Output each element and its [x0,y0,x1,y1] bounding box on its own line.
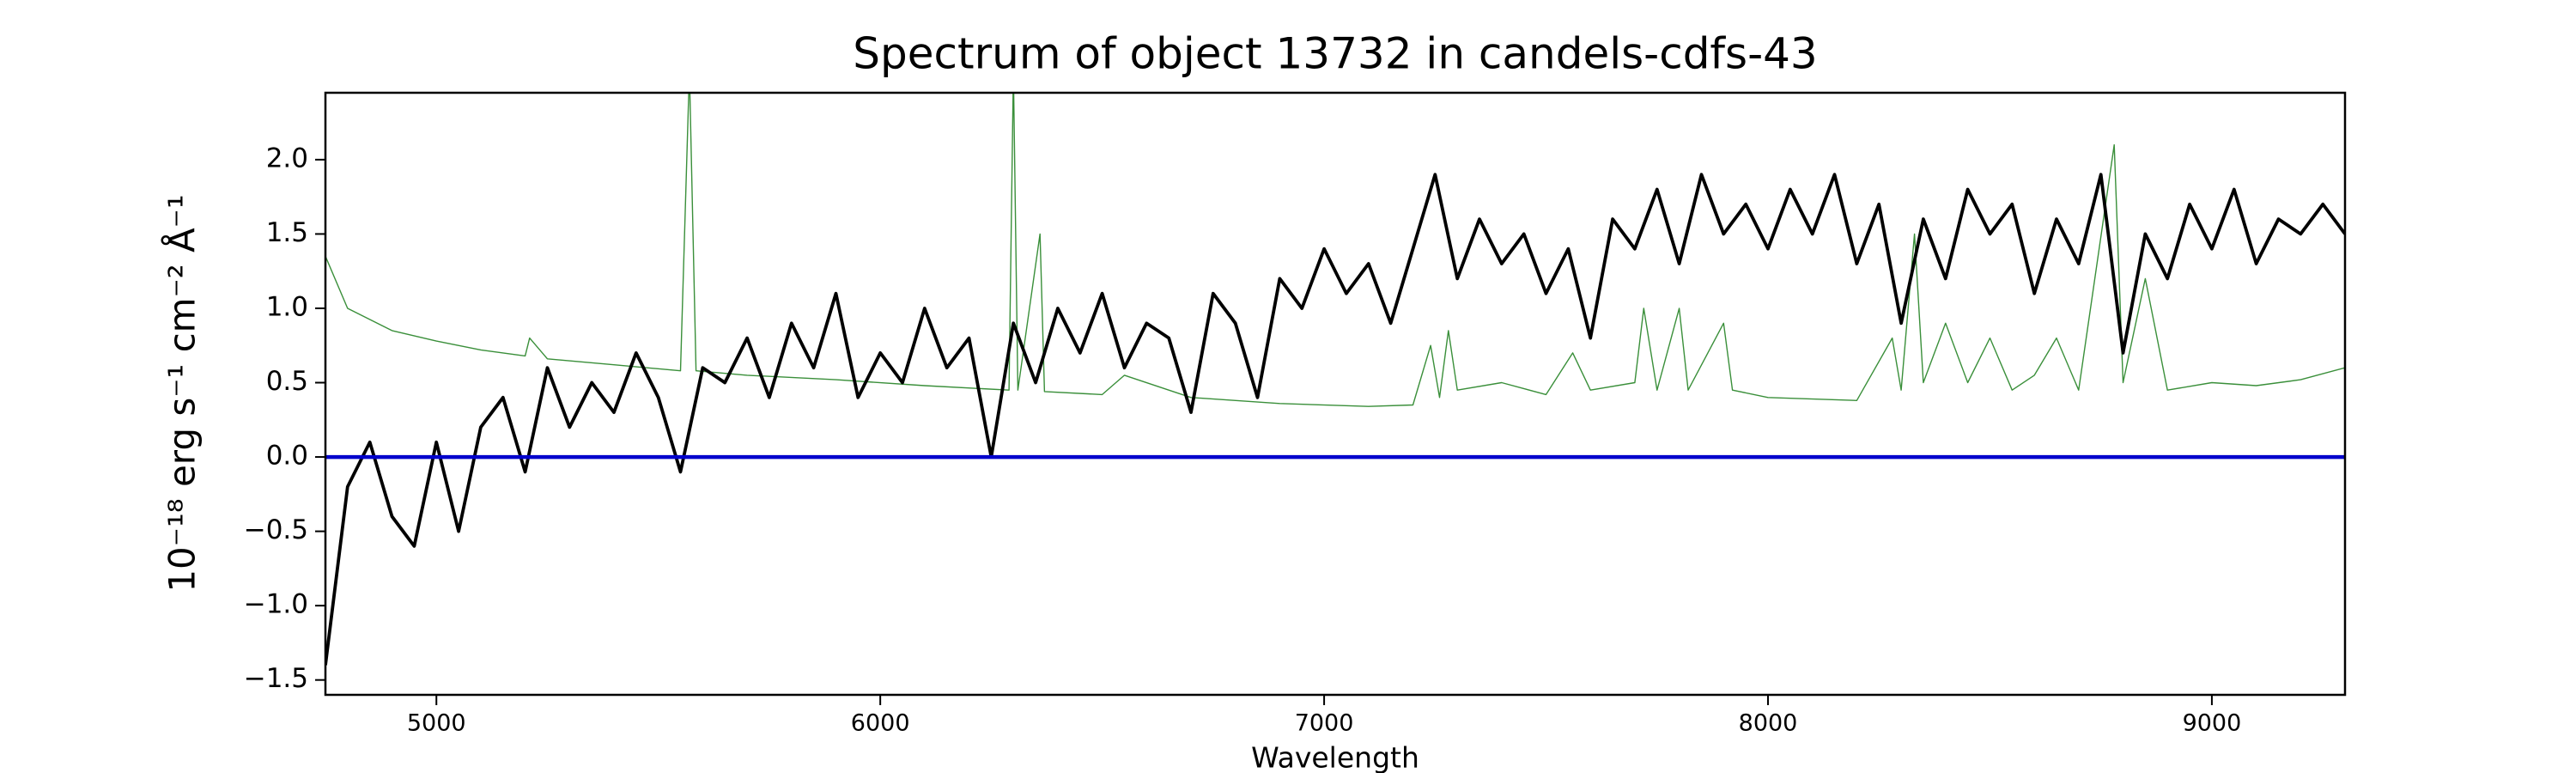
axes-frame [324,91,2347,697]
x-tick-label: 5000 [407,710,466,737]
y-tick-label: −1.0 [244,589,308,620]
x-tick-label: 6000 [851,710,910,737]
y-tick-label: 2.0 [266,143,308,173]
chart-title: Spectrum of object 13732 in candels-cdfs… [853,29,1818,79]
x-axis-label: Wavelength [1251,741,1419,773]
y-axis-label: 10⁻¹⁸ erg s⁻¹ cm⁻² Å⁻¹ [161,194,204,592]
spectrum-line [325,173,2345,666]
y-tick-label: 0.0 [266,441,308,472]
x-tick-label: 7000 [1295,710,1354,737]
plot-area [325,93,2345,666]
y-tick-label: 0.5 [266,366,308,397]
y-tick-label: 1.0 [266,291,308,322]
y-tick-label: −1.5 [244,663,308,694]
spectrum-line [325,93,2345,407]
x-tick-label: 9000 [2183,710,2242,737]
x-tick-label: 8000 [1739,710,1798,737]
y-tick-label: −0.5 [244,514,308,545]
y-tick-label: 1.5 [266,217,308,248]
